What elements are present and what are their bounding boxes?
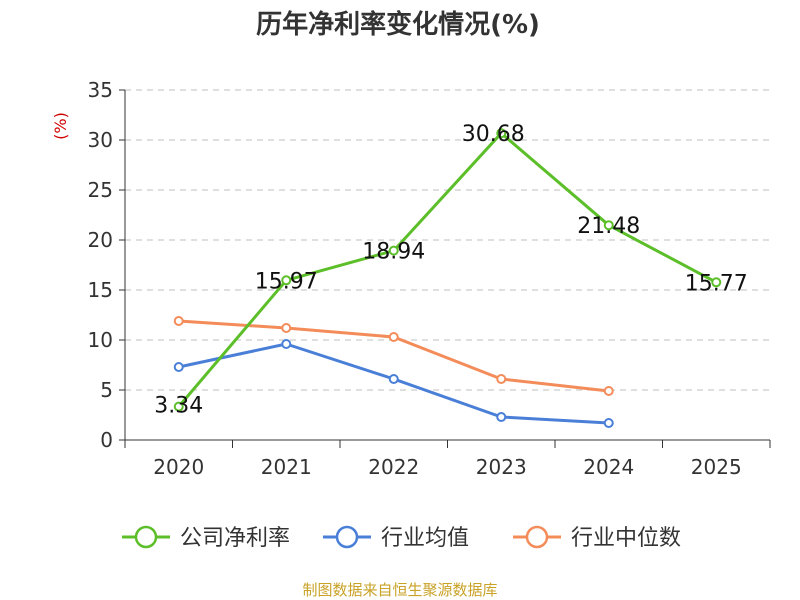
y-axis-unit: (%) bbox=[51, 112, 70, 140]
x-tick-label-2020: 2020 bbox=[153, 455, 204, 479]
x-tick-label-2024: 2024 bbox=[583, 455, 634, 479]
y-tick-label-10: 10 bbox=[88, 328, 113, 352]
series-line-0 bbox=[177, 131, 717, 408]
point-1-2024 bbox=[603, 418, 614, 428]
point-2-2024 bbox=[603, 386, 614, 396]
legend-marker-0 bbox=[134, 525, 158, 549]
data-label-2023: 30.68 bbox=[462, 122, 525, 147]
y-tick-label-0: 0 bbox=[100, 428, 113, 452]
legend: 公司净利率 行业均值 行业中位数 bbox=[122, 525, 681, 551]
y-tick-label-5: 5 bbox=[100, 378, 113, 402]
data-label-2024: 21.48 bbox=[577, 214, 640, 239]
data-label-2025: 15.77 bbox=[685, 271, 748, 296]
point-1-2022 bbox=[388, 374, 399, 384]
y-tick-label-30: 30 bbox=[88, 128, 113, 152]
data-labels: 3.34 15.97 18.94 30.68 21.48 15.77 bbox=[154, 122, 747, 418]
x-tick-label-2023: 2023 bbox=[476, 455, 527, 479]
point-0-2021 bbox=[281, 275, 292, 286]
data-label-2020: 3.34 bbox=[154, 394, 203, 419]
y-tick-label-15: 15 bbox=[88, 278, 113, 302]
point-2-2021 bbox=[281, 323, 292, 333]
point-2-2020 bbox=[173, 316, 184, 326]
y-tick-label-20: 20 bbox=[88, 228, 113, 252]
legend-marker-2 bbox=[525, 525, 549, 549]
point-1-2021 bbox=[281, 339, 292, 349]
legend-label-2: 行业中位数 bbox=[571, 526, 681, 551]
point-0-2020 bbox=[173, 401, 184, 412]
legend-marker-1 bbox=[335, 525, 359, 549]
legend-label-0: 公司净利率 bbox=[180, 526, 290, 551]
point-2-2023 bbox=[496, 374, 507, 384]
point-1-2023 bbox=[496, 412, 507, 422]
grid-lines bbox=[125, 89, 770, 391]
point-0-2023 bbox=[496, 128, 507, 139]
data-label-2022: 18.94 bbox=[362, 240, 425, 265]
y-tick-label-35: 35 bbox=[88, 78, 113, 102]
point-2-2022 bbox=[388, 332, 399, 342]
point-0-2022 bbox=[388, 245, 399, 256]
series-lines bbox=[173, 128, 722, 428]
point-0-2025 bbox=[711, 277, 722, 288]
x-tick-label-2025: 2025 bbox=[691, 455, 742, 479]
data-label-2021: 15.97 bbox=[255, 269, 318, 294]
point-1-2020 bbox=[173, 362, 184, 372]
x-tick-label-2022: 2022 bbox=[368, 455, 419, 479]
source-note: 制图数据来自恒生聚源数据库 bbox=[302, 581, 497, 599]
legend-label-1: 行业均值 bbox=[381, 526, 469, 551]
y-tick-label-25: 25 bbox=[88, 178, 113, 202]
chart-title: 历年净利率变化情况(%) bbox=[256, 9, 540, 40]
point-0-2024 bbox=[603, 220, 614, 231]
x-tick-label-2021: 2021 bbox=[261, 455, 312, 479]
